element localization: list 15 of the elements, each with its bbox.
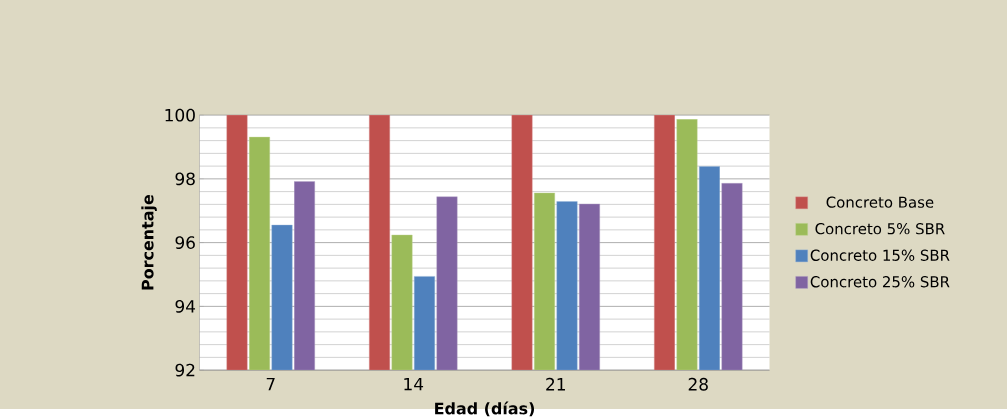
x-tick-label: 14 [404, 378, 424, 391]
legend-label: Concreto Base [826, 196, 934, 208]
y-tick-label: 94 [175, 300, 196, 313]
y-tick-label: 96 [175, 236, 195, 250]
legend-label: Concreto 25% SBR [810, 276, 950, 288]
x-tick-label: 7 [266, 378, 275, 391]
x-axis-title: Edad (días) [435, 401, 535, 417]
legend-label: Concreto 15% SBR [810, 249, 950, 262]
y-tick-label: 98 [175, 172, 195, 186]
y-axis-title: Porcentaje [141, 195, 157, 290]
y-tick-label: 100 [165, 108, 195, 122]
legend-label: Concreto 5% SBR [815, 223, 945, 235]
x-tick-label: 21 [546, 378, 565, 391]
y-tick-label: 92 [175, 363, 195, 377]
x-tick-label: 28 [688, 378, 708, 391]
